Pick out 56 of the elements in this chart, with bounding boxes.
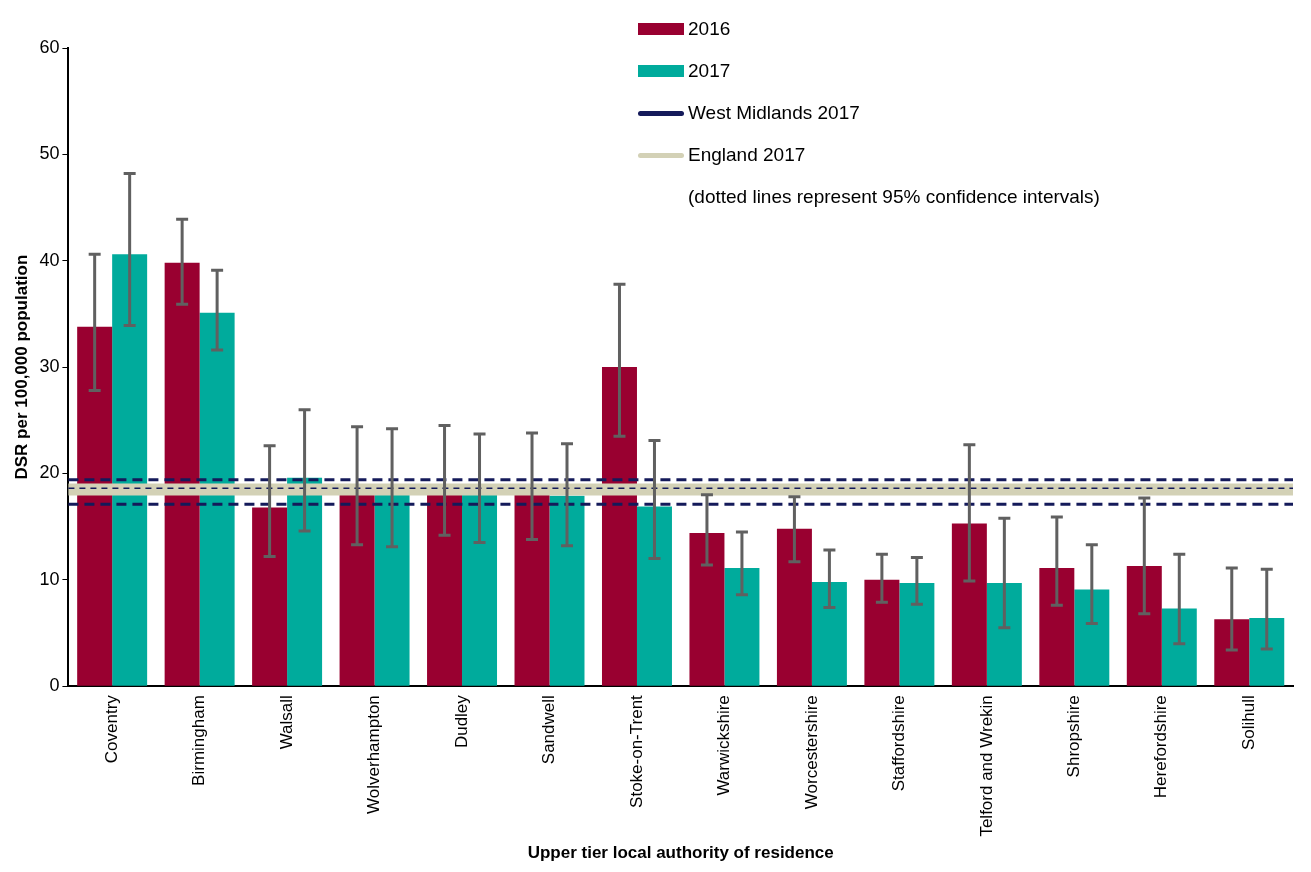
bar [724, 568, 760, 686]
legend-label: England 2017 [688, 144, 806, 166]
y-tick-label: 60 [39, 36, 60, 57]
x-tick-label: Stoke-on-Trent [626, 694, 646, 808]
x-tick-label: Wolverhampton [364, 695, 384, 814]
y-axis-title: DSR per 100,000 population [11, 254, 31, 480]
legend-label: West Midlands 2017 [688, 102, 860, 124]
bar [1074, 589, 1110, 686]
bar [689, 533, 725, 686]
y-tick-label: 20 [39, 462, 60, 483]
bar [374, 494, 410, 686]
y-tick-label: 10 [39, 568, 60, 589]
bar [427, 494, 463, 686]
bar [601, 367, 637, 686]
bar [287, 477, 323, 686]
x-axis-title: Upper tier local authority of residence [527, 843, 834, 863]
bar [77, 326, 113, 686]
x-tick-label: Walsall [276, 695, 296, 750]
x-tick-label: Solihull [1238, 695, 1258, 750]
x-tick-label: Sandwell [539, 695, 559, 765]
bar [1039, 568, 1075, 686]
y-tick-label: 40 [39, 249, 60, 270]
bar [549, 495, 585, 686]
bar [1214, 619, 1250, 686]
x-tick-label: Staffordshire [889, 695, 909, 792]
bar [339, 494, 375, 686]
x-tick-label: Warwickshire [714, 695, 734, 796]
bar [252, 507, 288, 686]
legend-label: 2016 [688, 18, 731, 40]
annotation: (dotted lines represent 95% confidence intervals) [688, 185, 1100, 209]
x-tick-label: Telford and Wrekin [976, 695, 996, 837]
x-tick-label: Worcestershire [801, 695, 821, 810]
bar [951, 523, 987, 686]
bar [1249, 618, 1285, 686]
bar [1161, 608, 1197, 686]
y-tick-label: 30 [39, 356, 60, 377]
bar [986, 583, 1022, 686]
bar [164, 262, 200, 686]
bar [811, 581, 847, 686]
x-tick-label: Dudley [451, 694, 471, 749]
y-tick-label: 0 [49, 675, 60, 696]
bar [1126, 565, 1162, 686]
x-tick-label: Shropshire [1064, 695, 1084, 778]
bar [514, 494, 550, 686]
bar [776, 528, 812, 686]
bar [636, 506, 672, 686]
y-tick-label: 50 [39, 143, 60, 164]
bar [864, 579, 900, 686]
x-tick-label: Herefordshire [1151, 695, 1171, 799]
x-tick-label: Coventry [101, 694, 121, 764]
bar [899, 583, 935, 686]
bar [462, 494, 498, 686]
bar [199, 312, 235, 686]
x-tick-label: Birmingham [189, 695, 209, 786]
legend-label: 2017 [688, 60, 731, 82]
bar [112, 254, 148, 686]
